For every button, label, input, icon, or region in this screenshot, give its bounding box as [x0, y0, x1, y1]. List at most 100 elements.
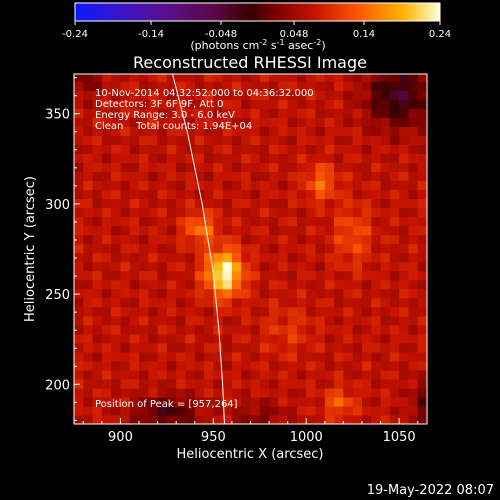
heatmap-cell: [389, 270, 400, 281]
heatmap-cell: [83, 279, 94, 290]
heatmap-cell: [213, 189, 224, 200]
heatmap-cell: [361, 297, 372, 308]
heatmap-cell: [111, 135, 122, 145]
heatmap-cell: [315, 243, 326, 254]
heatmap-cell: [259, 315, 270, 326]
heatmap-cell: [334, 288, 344, 299]
heatmap-cell: [389, 99, 400, 109]
heatmap-cell: [296, 333, 307, 344]
heatmap-cell: [129, 216, 140, 227]
heatmap-cell: [92, 414, 103, 424]
heatmap-cell: [380, 387, 391, 398]
heatmap-cell: [101, 315, 112, 326]
heatmap-cell: [129, 153, 140, 163]
heatmap-cell: [222, 99, 233, 109]
heatmap-cell: [157, 90, 168, 100]
heatmap-cell: [213, 297, 224, 308]
heatmap-cell: [111, 243, 122, 254]
heatmap-cell: [231, 99, 242, 109]
heatmap-cell: [166, 144, 177, 154]
heatmap-cell: [380, 297, 391, 308]
heatmap-cell: [296, 243, 307, 254]
heatmap-cell: [185, 342, 196, 353]
heatmap-cell: [139, 324, 149, 335]
heatmap-cell: [139, 333, 149, 344]
heatmap-cell: [269, 270, 279, 281]
heatmap-cell: [250, 387, 261, 398]
heatmap-cell: [259, 126, 270, 136]
heatmap-cell: [296, 74, 307, 82]
heatmap-cell: [296, 369, 307, 380]
heatmap-cell: [287, 117, 298, 127]
heatmap-cell: [417, 99, 427, 109]
heatmap-cell: [101, 198, 112, 209]
heatmap-cell: [185, 279, 196, 290]
heatmap-cell: [148, 180, 159, 191]
heatmap-cell: [334, 387, 344, 398]
heatmap-cell: [222, 198, 233, 209]
heatmap-cell: [371, 126, 382, 136]
heatmap-cell: [111, 198, 122, 209]
heatmap-cell: [408, 378, 419, 389]
heatmap-cell: [334, 333, 344, 344]
heatmap-cell: [148, 162, 159, 173]
heatmap-cell: [334, 378, 344, 389]
heatmap-cell: [334, 351, 344, 362]
heatmap-cell: [371, 108, 382, 118]
heatmap-cell: [334, 369, 344, 380]
heatmap-cell: [111, 378, 122, 389]
heatmap-cell: [213, 387, 224, 398]
heatmap-cell: [111, 306, 122, 317]
heatmap-cell: [101, 288, 112, 299]
heatmap-cell: [259, 74, 270, 82]
heatmap-cell: [194, 279, 205, 290]
heatmap-cell: [120, 108, 131, 118]
heatmap-cell: [352, 225, 363, 236]
heatmap-cell: [231, 135, 242, 145]
heatmap-cell: [250, 351, 261, 362]
heatmap-cell: [259, 270, 270, 281]
heatmap-cell: [129, 117, 140, 127]
heatmap-cell: [101, 306, 112, 317]
heatmap-cell: [399, 153, 410, 163]
heatmap-cell: [315, 216, 326, 227]
heatmap-cell: [399, 225, 410, 236]
heatmap-cell: [101, 342, 112, 353]
heatmap-cell: [92, 81, 103, 91]
heatmap-cell: [148, 216, 159, 227]
heatmap-cell: [148, 225, 159, 236]
heatmap-cell: [166, 378, 177, 389]
heatmap-cell: [361, 90, 372, 100]
heatmap-cell: [371, 135, 382, 145]
heatmap-cell: [83, 342, 94, 353]
heatmap-cell: [306, 99, 317, 109]
heatmap-cell: [148, 396, 159, 407]
heatmap-cell: [352, 297, 363, 308]
heatmap-cell: [287, 153, 298, 163]
heatmap-cell: [324, 90, 335, 100]
heatmap-cell: [129, 306, 140, 317]
heatmap-cell: [399, 342, 410, 353]
heatmap-cell: [315, 90, 326, 100]
heatmap-cell: [259, 360, 270, 371]
heatmap-cell: [343, 288, 354, 299]
heatmap-cell: [139, 153, 149, 163]
heatmap-cell: [120, 378, 131, 389]
heatmap-cell: [269, 261, 279, 272]
heatmap-cell: [92, 270, 103, 281]
heatmap-cell: [101, 243, 112, 254]
heatmap-cell: [241, 135, 252, 145]
heatmap-cell: [231, 261, 242, 272]
heatmap-cell: [129, 135, 140, 145]
heatmap-cell: [241, 207, 252, 218]
heatmap-cell: [222, 396, 233, 407]
heatmap-cell: [380, 252, 391, 263]
heatmap-cell: [380, 261, 391, 272]
heatmap-cell: [213, 342, 224, 353]
peak-position-label: Position of Peak = [957,264]: [95, 399, 238, 410]
heatmap-cell: [408, 171, 419, 182]
heatmap-cell: [166, 315, 177, 326]
heatmap-cell: [74, 252, 84, 263]
heatmap-cell: [157, 162, 168, 173]
